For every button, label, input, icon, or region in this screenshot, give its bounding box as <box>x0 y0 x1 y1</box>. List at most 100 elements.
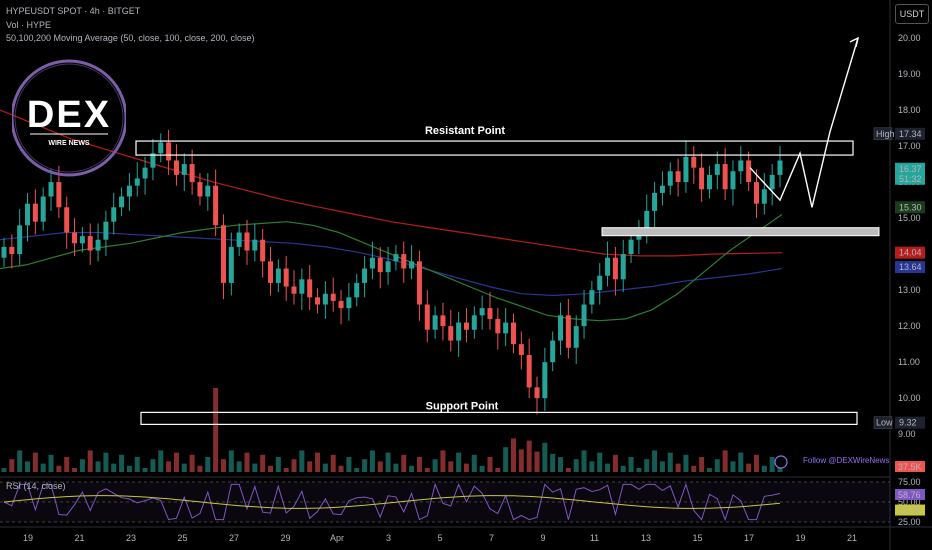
candle-body <box>448 326 454 341</box>
candle-body <box>550 340 556 363</box>
time-tick-label: 25 <box>177 533 187 543</box>
candle-body <box>659 185 665 193</box>
volume-bar <box>385 452 391 472</box>
price-label-tag-bg <box>873 416 893 429</box>
candle-body <box>275 268 281 283</box>
rsi-value: 58.76 <box>898 490 921 500</box>
candle-body <box>330 293 336 301</box>
rsi-ma-value-bg <box>895 504 925 516</box>
symbol-legend[interactable]: HYPEUSDT SPOT · 4h · BITGET <box>6 6 141 16</box>
candle-body <box>166 142 172 161</box>
price-label-tag: High <box>876 129 895 139</box>
rsi-legend[interactable]: RSI (14, close) <box>6 481 66 491</box>
candle-body <box>542 362 548 399</box>
candle-body <box>56 182 62 208</box>
candle-body <box>573 326 579 348</box>
volume-bar <box>573 459 579 472</box>
candle-body <box>369 257 375 269</box>
candle-body <box>283 268 289 287</box>
volume-bar <box>424 468 430 472</box>
candle-body <box>64 207 70 233</box>
candle-body <box>440 315 446 327</box>
volume-bar <box>244 452 250 472</box>
candle-body <box>401 254 407 269</box>
volume-bar <box>746 463 752 472</box>
candle-body <box>32 203 38 222</box>
currency-unit-button[interactable]: USDT <box>895 4 929 24</box>
candle-body <box>722 164 728 190</box>
time-tick-label: 9 <box>540 533 545 543</box>
volume-bar <box>558 457 564 472</box>
volume-bar <box>166 461 172 472</box>
candle-body <box>534 387 540 399</box>
volume-bar <box>675 463 681 472</box>
candle-body <box>777 160 783 175</box>
candle-body <box>746 160 752 183</box>
candle-body <box>150 153 156 168</box>
candle-body <box>612 257 618 280</box>
candle-body <box>581 304 587 327</box>
candle-body <box>181 164 187 175</box>
candle-body <box>103 221 109 240</box>
candle-body <box>589 290 595 305</box>
volume-bar <box>479 465 485 472</box>
volume-bar <box>79 459 85 472</box>
svg-text:WIRE NEWS: WIRE NEWS <box>48 140 90 147</box>
candle-body <box>518 344 524 355</box>
volume-bar <box>362 459 368 472</box>
price-tick-label: 11.00 <box>898 357 920 367</box>
candle-body <box>268 261 274 283</box>
candle-body <box>487 308 493 319</box>
rsi-tick-label: 75.00 <box>898 477 921 487</box>
volume-bar <box>753 454 759 472</box>
volume-bar <box>268 465 274 472</box>
volume-bar <box>777 468 783 472</box>
volume-bar <box>699 457 705 472</box>
candle-body <box>252 239 258 251</box>
resistance-zone <box>135 140 854 156</box>
volume-bar <box>307 461 313 472</box>
time-tick-label: 21 <box>74 533 84 543</box>
support-label: Support Point <box>426 400 499 412</box>
candle-body <box>510 322 516 345</box>
candle-body <box>236 232 242 247</box>
volume-bar <box>252 463 258 472</box>
volume-bar <box>291 459 297 472</box>
candle-body <box>244 232 250 251</box>
candle-body <box>706 174 712 190</box>
price-label-bg <box>895 416 925 429</box>
candle-body <box>260 239 266 262</box>
candle-body <box>322 293 328 305</box>
candle-body <box>738 160 744 172</box>
volume-bar <box>330 454 336 472</box>
volume-bar <box>409 465 415 472</box>
volume-bar <box>173 452 179 472</box>
volume-bar <box>510 438 516 472</box>
ma200-line <box>0 109 783 257</box>
volume-legend[interactable]: Vol · HYPE <box>6 20 52 30</box>
volume-bar <box>440 450 446 472</box>
volume-bar <box>283 468 289 472</box>
volume-bar <box>463 463 469 472</box>
candle-body <box>377 257 383 273</box>
volume-bar <box>150 459 156 472</box>
candle-body <box>769 174 775 190</box>
volume-bar <box>738 452 744 472</box>
follow-icon <box>774 455 788 469</box>
ma-legend[interactable]: 50,100,200 Moving Average (50, close, 10… <box>6 33 255 43</box>
volume-bar <box>487 457 493 472</box>
follow-text[interactable]: Follow @DEXWireNews <box>803 456 890 465</box>
price-tick-label: 20.00 <box>898 33 921 43</box>
dex-wire-news-logo: DEX WIRE NEWS <box>10 48 128 188</box>
candle-body <box>620 254 626 280</box>
candle-body <box>393 254 399 262</box>
volume-bar <box>471 454 477 472</box>
candle-body <box>354 282 360 298</box>
volume-bar <box>338 465 344 472</box>
support-zone <box>140 411 858 425</box>
candle-body <box>158 142 164 154</box>
time-tick-label: 19 <box>23 533 33 543</box>
volume-bar <box>730 461 736 472</box>
price-label-bg <box>895 201 925 214</box>
